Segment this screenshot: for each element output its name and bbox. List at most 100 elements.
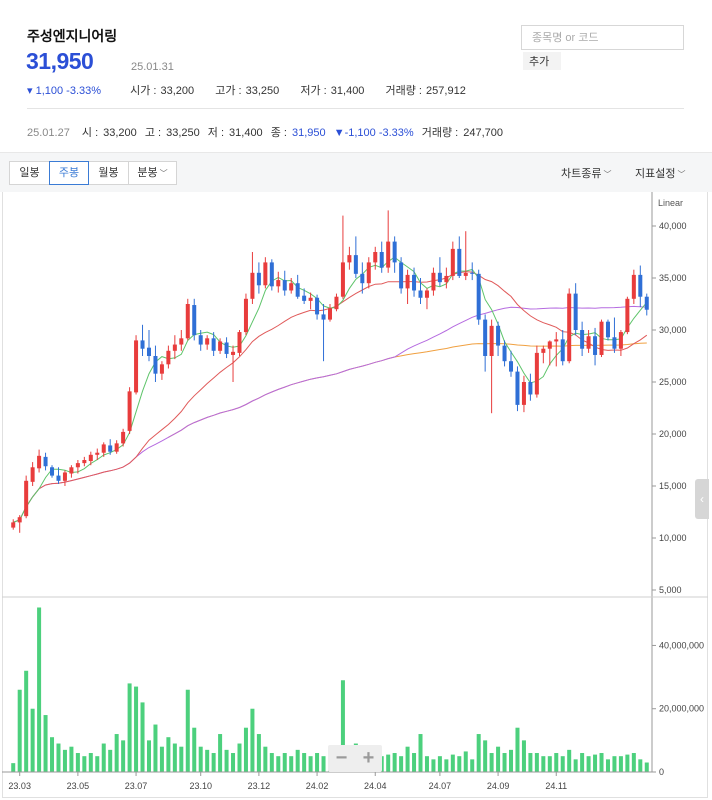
candle-body xyxy=(108,445,113,452)
zoom-out-button[interactable]: − xyxy=(335,747,348,769)
volume-bar xyxy=(631,753,636,772)
side-panel-toggle[interactable]: ‹ xyxy=(695,479,709,519)
volume-bar xyxy=(308,756,313,772)
volume-bar xyxy=(580,753,585,772)
volume-bar xyxy=(211,753,216,772)
volume-bar xyxy=(43,715,48,772)
info-open-label: 시 : xyxy=(81,127,99,139)
chart-toolbar: 일봉 주봉 월봉 분봉 ﹀ 차트종류 ﹀ 지표설정 ﹀ xyxy=(0,152,712,192)
chart-area[interactable]: Linear 40,000 35,000 30,000 25,000 20,000 15,0… xyxy=(0,192,712,800)
candle-body xyxy=(560,339,565,362)
candle-body xyxy=(360,273,365,284)
chart-type-menu[interactable]: 차트종류 ﹀ xyxy=(561,165,611,181)
info-open-value: 33,200 xyxy=(103,127,137,139)
volume-bar xyxy=(618,756,623,772)
volume-bar xyxy=(450,754,455,772)
candle-body xyxy=(95,452,100,455)
price-summary: ▾ 1,100 -3.33% 시가 : 33,200 고가 : 33,250 저… xyxy=(27,82,484,98)
volume-bar xyxy=(489,753,494,772)
volume-bar xyxy=(444,759,449,772)
candle-body xyxy=(612,337,617,349)
volume-bar xyxy=(567,749,572,772)
stock-header: 주성엔지니어링 31,950 25.01.31 추가 ▾ 1,100 -3.33… xyxy=(0,0,712,150)
volume-bar xyxy=(496,746,501,772)
volume-bar xyxy=(224,749,229,772)
chevron-down-icon: ﹀ xyxy=(159,169,168,178)
volume-bar xyxy=(134,686,139,772)
volume-bar xyxy=(502,753,507,772)
y-tick-label: 5,000 xyxy=(659,585,682,595)
candle-body xyxy=(146,347,151,356)
tab-weekly[interactable]: 주봉 xyxy=(49,161,89,185)
candle-body xyxy=(399,262,404,289)
candle-body xyxy=(586,336,591,349)
search-box[interactable] xyxy=(521,25,684,50)
candle-body xyxy=(528,382,533,395)
current-price: 31,950 xyxy=(26,48,94,74)
x-tick-label: 23.07 xyxy=(125,781,148,791)
search-input[interactable] xyxy=(522,26,683,49)
candle-body xyxy=(534,352,539,395)
indicator-settings-menu[interactable]: 지표설정 ﹀ xyxy=(635,165,685,181)
info-low-label: 저 : xyxy=(207,127,225,139)
info-date: 25.01.27 xyxy=(27,127,70,139)
tab-minute[interactable]: 분봉 ﹀ xyxy=(128,161,177,185)
candle-body xyxy=(521,382,526,405)
volume-bar xyxy=(528,753,533,772)
candle-body xyxy=(30,467,35,482)
stock-name: 주성엔지니어링 xyxy=(27,28,118,44)
volume-tick-label: 0 xyxy=(659,767,664,777)
candle-body xyxy=(159,364,164,374)
candle-body xyxy=(476,273,481,320)
candle-body xyxy=(327,308,333,320)
candle-body xyxy=(450,248,455,276)
info-change: ▼-1,100 -3.33% xyxy=(333,127,414,139)
candle-body xyxy=(483,319,488,356)
volume-bar xyxy=(483,740,488,772)
volume-bar xyxy=(108,749,113,772)
y-tick-label: 40,000 xyxy=(659,221,687,231)
volume-bar xyxy=(560,756,565,772)
candle-body xyxy=(457,248,462,276)
x-tick-label: 24.07 xyxy=(429,781,452,791)
volume-bar xyxy=(172,743,177,772)
volume-bar xyxy=(30,708,35,772)
volume-bar xyxy=(289,756,294,772)
tab-daily[interactable]: 일봉 xyxy=(9,161,50,185)
info-close-label: 종 : xyxy=(270,127,287,139)
candle-body xyxy=(593,336,598,355)
candle-body xyxy=(573,293,578,330)
volume-bar xyxy=(593,754,598,772)
candle-body xyxy=(114,443,119,452)
candle-body xyxy=(366,262,371,284)
volume-bar xyxy=(231,753,236,772)
ma60-line xyxy=(13,305,647,523)
stock-chart: Linear 40,000 35,000 30,000 25,000 20,000 15,0… xyxy=(2,192,708,791)
volume-bar xyxy=(69,746,74,772)
candle-body xyxy=(392,241,397,263)
candle-body xyxy=(631,274,636,299)
candle-body xyxy=(69,467,74,474)
volume-bar xyxy=(424,756,429,772)
volume-bar xyxy=(625,754,630,772)
volume-bar xyxy=(237,743,242,772)
candle-body xyxy=(599,321,604,355)
tab-monthly[interactable]: 월봉 xyxy=(88,161,129,185)
candle-body xyxy=(62,472,67,481)
candle-body xyxy=(340,262,345,297)
candle-body xyxy=(347,255,352,263)
candle-body xyxy=(140,340,145,349)
zoom-in-button[interactable]: + xyxy=(362,747,375,769)
candle-body xyxy=(373,252,378,263)
volume-bar xyxy=(605,759,610,772)
candle-body xyxy=(192,305,197,336)
volume-bar xyxy=(547,756,552,772)
volume-bar xyxy=(88,753,93,772)
candle-body xyxy=(315,297,320,315)
add-button[interactable]: 추가 xyxy=(523,52,561,70)
candle-body xyxy=(580,330,585,349)
candle-body xyxy=(405,274,410,289)
indicator-label: 지표설정 xyxy=(635,168,676,180)
volume-bar xyxy=(573,759,578,772)
candle-info-bar: 25.01.27 시 : 33,200 고 : 33,250 저 : 31,400 종… xyxy=(27,124,508,140)
